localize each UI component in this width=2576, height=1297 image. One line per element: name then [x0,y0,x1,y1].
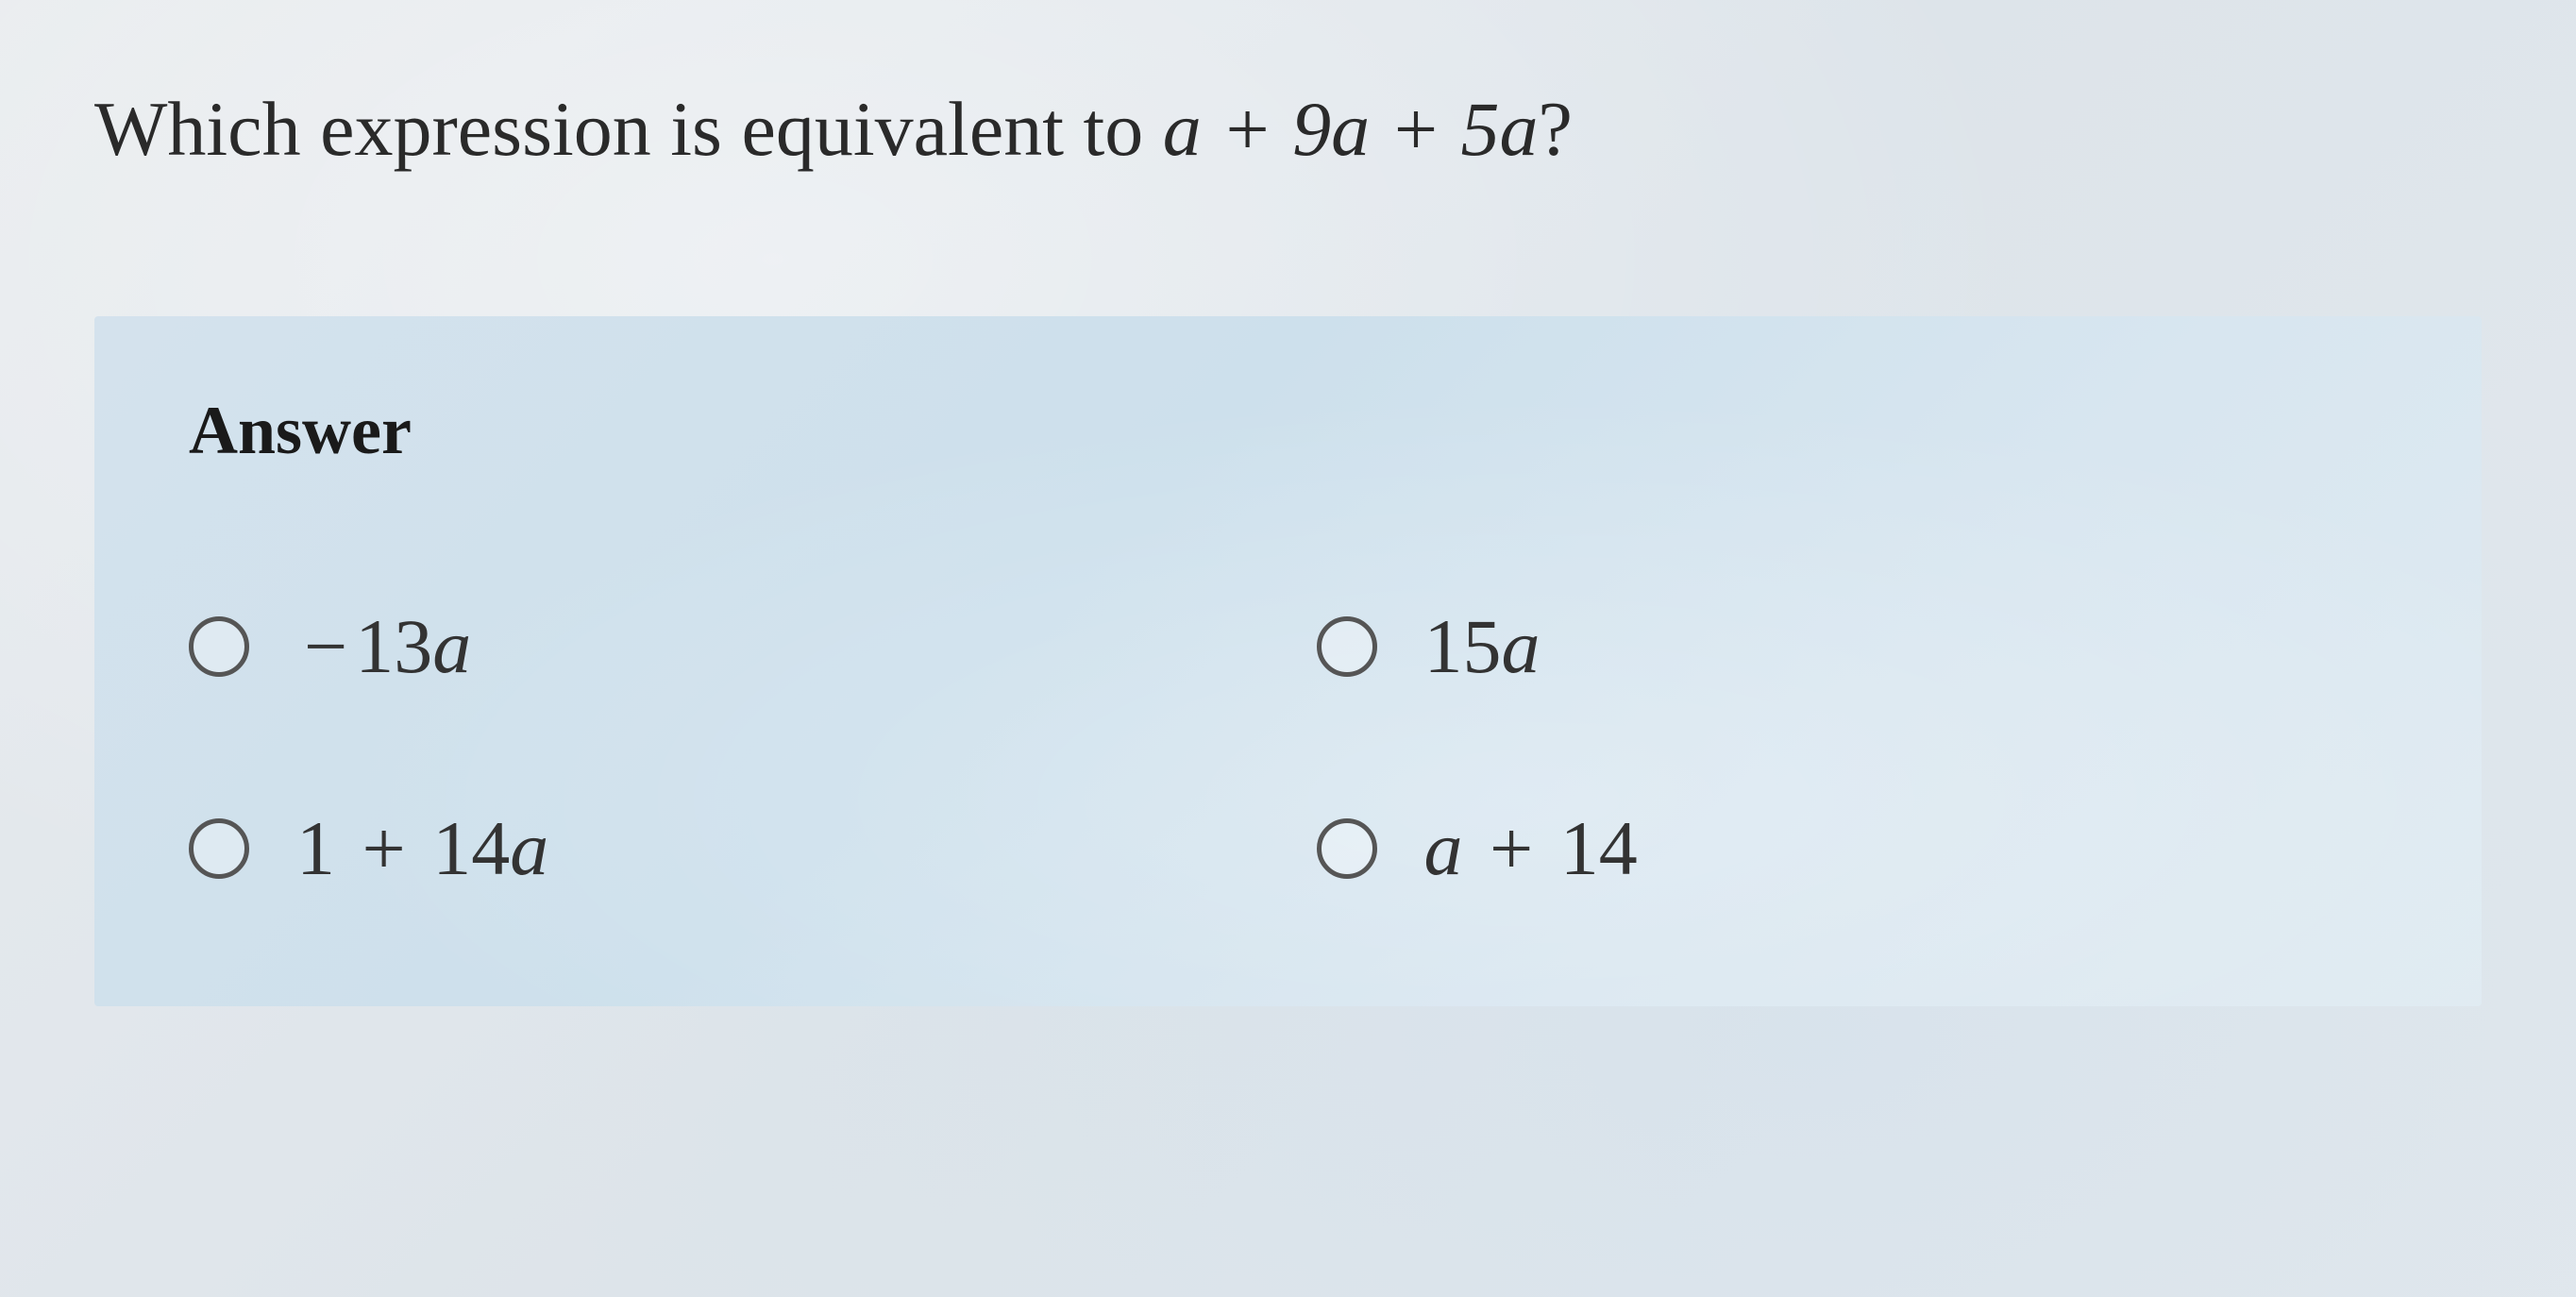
option-2-text: 15a [1424,602,1541,691]
radio-icon[interactable] [189,818,249,879]
option-2[interactable]: 15a [1317,602,2388,691]
radio-icon[interactable] [1317,818,1377,879]
option-1[interactable]: −13a [189,602,1260,691]
options-grid: −13a 15a 1 + 14a a + 14 [189,602,2387,893]
radio-icon[interactable] [189,616,249,677]
question-expression: a + 9a + 5a [1163,86,1539,172]
option-1-text: −13a [296,602,471,691]
question-text: Which expression is equivalent to a + 9a… [94,76,2482,184]
question-suffix: ? [1538,86,1572,172]
option-4-text: a + 14 [1424,804,1638,893]
radio-icon[interactable] [1317,616,1377,677]
question-prefix: Which expression is equivalent to [94,86,1163,172]
question-container: Which expression is equivalent to a + 9a… [94,76,2482,1006]
answer-label: Answer [189,392,2387,470]
answer-panel: Answer −13a 15a 1 + 14a [94,316,2482,1006]
option-4[interactable]: a + 14 [1317,804,2388,893]
option-3-text: 1 + 14a [296,804,548,893]
option-3[interactable]: 1 + 14a [189,804,1260,893]
